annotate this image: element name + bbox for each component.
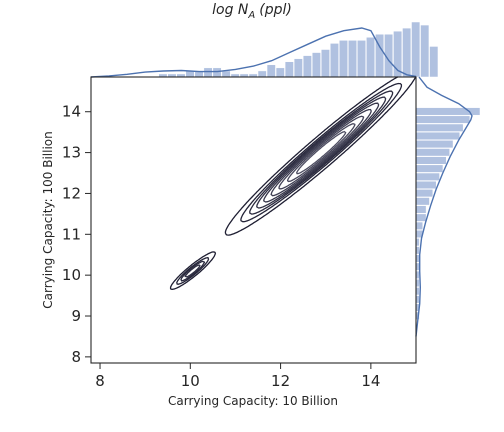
contour-level-0	[169, 76, 417, 290]
right-hist-bar-25	[415, 115, 471, 124]
right-hist-bar-19	[415, 164, 444, 173]
right-hist-bar-24	[415, 123, 464, 132]
right-hist-bar-16	[415, 189, 434, 198]
x-axis-label: Carrying Capacity: 10 Billion	[168, 394, 338, 408]
top-marginal	[90, 21, 439, 78]
top-hist-bar-27	[339, 40, 348, 78]
title-main: log N	[212, 2, 249, 18]
right-hist-bar-12	[415, 221, 423, 230]
y-tick-label-2: 10	[62, 266, 81, 284]
top-hist-bar-30	[366, 37, 376, 78]
y-tick-label-1: 9	[71, 307, 81, 325]
right-hist-bar-14	[415, 205, 427, 214]
right-hist-bar-17	[415, 180, 437, 190]
top-hist-bar-28	[348, 40, 357, 78]
title-tail: (ppl)	[259, 2, 292, 18]
contour-level-4	[263, 102, 380, 203]
top-hist-bar-22	[293, 58, 303, 78]
right-hist-bar-23	[415, 131, 461, 140]
top-hist-bar-36	[420, 24, 430, 78]
y-tick-label-3: 11	[62, 225, 81, 243]
top-hist-bar-23	[302, 55, 312, 78]
top-hist-bar-34	[402, 27, 412, 78]
top-hist-bar-12	[203, 67, 213, 78]
main-axes: 8 10 12 14 8 9 10 11 12 13 14	[62, 76, 417, 390]
y-axis-label: Carrying Capacity: 100 Billion	[41, 131, 55, 309]
right-hist-bar-20	[415, 156, 447, 165]
right-hist-bar-22	[415, 140, 454, 149]
contour-level-2	[180, 90, 394, 282]
contour-level-3	[184, 96, 387, 278]
top-hist-bar-19	[266, 64, 276, 78]
x-tick-label-1: 10	[181, 372, 200, 390]
right-marginal	[415, 76, 481, 363]
top-hist-bar-25	[320, 49, 330, 78]
top-hist-bar-14	[221, 70, 231, 78]
contour-level-1	[176, 82, 403, 285]
top-hist-bar-24	[311, 52, 321, 78]
right-hist-bar-15	[415, 197, 430, 206]
title-subscript: A	[247, 10, 255, 21]
contour-level-7	[286, 123, 356, 183]
top-hist-bar-35	[411, 21, 421, 78]
top-hist-bar-29	[357, 40, 366, 78]
top-hist-bar-26	[329, 43, 339, 78]
contour-level-8	[296, 130, 347, 175]
top-hist-bar-37	[429, 46, 439, 78]
top-kde-line	[90, 27, 417, 78]
top-hist-bar-18	[257, 70, 267, 78]
x-tick-label-0: 8	[95, 372, 105, 390]
right-hist-bar-18	[415, 172, 440, 181]
right-kde-line	[415, 76, 473, 337]
chart-title: log NA (ppl)	[212, 2, 292, 21]
top-hist-bar-20	[275, 67, 285, 78]
right-hist-bar-13	[415, 213, 427, 222]
x-tick-label-2: 12	[271, 372, 290, 390]
y-tick-label-6: 14	[62, 103, 81, 121]
x-tick-label-3: 14	[361, 372, 380, 390]
y-tick-label-4: 12	[62, 184, 81, 202]
top-hist-bar-13	[212, 67, 222, 78]
y-tick-label-5: 13	[62, 144, 81, 162]
contour-level-6	[278, 115, 365, 190]
right-hist-bar-21	[415, 148, 450, 157]
kde-contours	[169, 76, 417, 290]
y-tick-label-0: 8	[71, 348, 81, 366]
top-hist-bar-21	[284, 61, 294, 78]
contour-level-5	[270, 108, 372, 197]
plot-frame	[90, 76, 417, 364]
